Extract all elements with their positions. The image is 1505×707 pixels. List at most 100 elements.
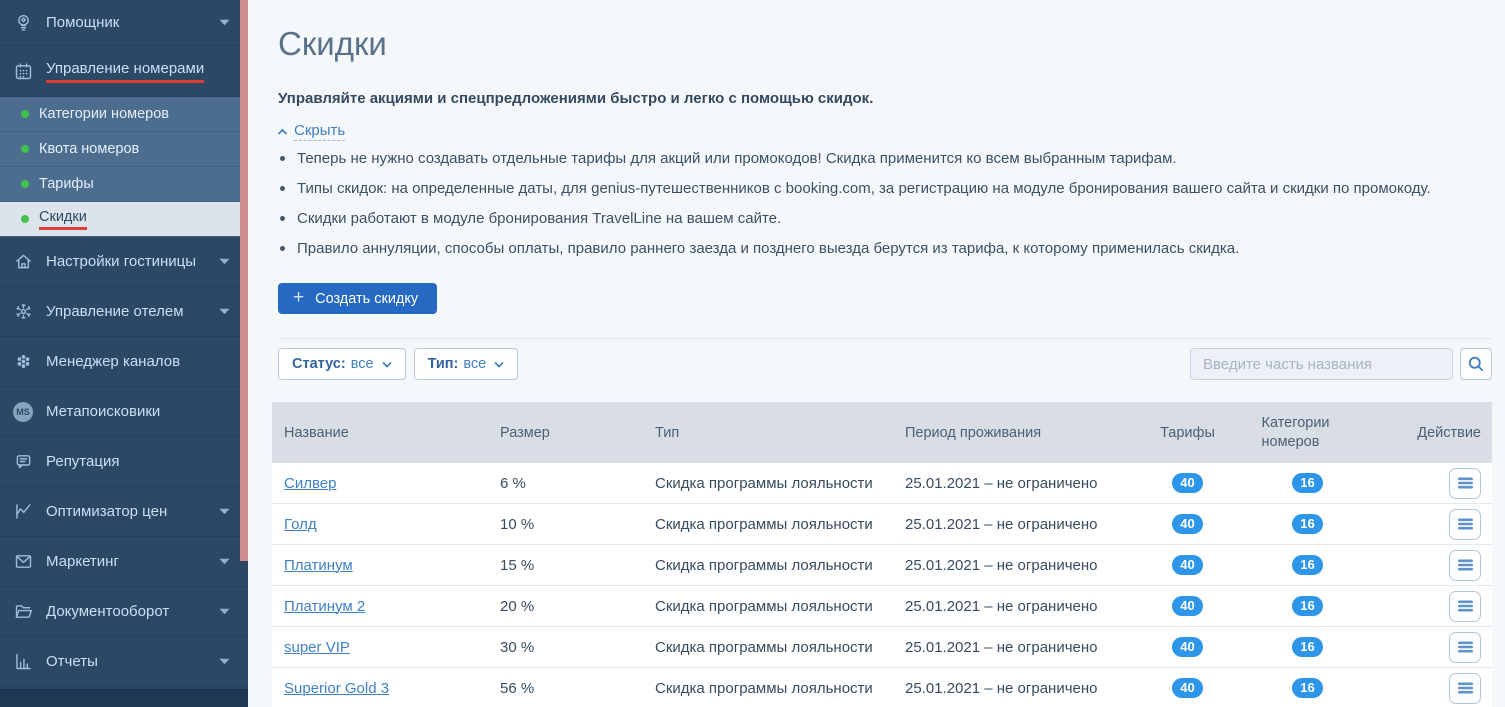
actions-cell [1380,467,1492,499]
tariffs-cell: 40 [1140,555,1235,575]
discount-name-link[interactable]: Superior Gold 3 [284,679,390,697]
sidebar-item-reputation[interactable]: Репутация [0,437,248,487]
discount-name-link[interactable]: Силвер [284,474,337,492]
row-actions-button[interactable] [1449,672,1481,704]
categories-count-badge: 16 [1292,555,1323,575]
sidebar-item-label: Маркетинг [46,553,119,570]
sidebar-subitem-тарифы[interactable]: Тарифы [0,167,248,202]
table-row: Платинум 15 % Скидка программы лояльности 2… [272,545,1492,586]
categories-cell: 16 [1235,514,1380,534]
sidebar-subitem-label: Квота номеров [39,141,140,157]
type-cell: Скидка программы лояльности [655,638,873,656]
actions-cell [1380,672,1492,704]
lightbulb-icon [13,12,40,34]
actions-cell [1380,590,1492,622]
table-row: super VIP 30 % Скидка программы лояльности… [272,627,1492,668]
intro-text: Управляйте акциями и спецпредложениями б… [278,90,874,107]
chart-line-icon [13,501,40,523]
sidebar-item-assistant[interactable]: Помощник [0,0,248,46]
create-discount-button[interactable]: + Создать скидку [278,283,438,314]
type-cell: Скидка программы лояльности [655,556,873,574]
chevron-down-icon [219,508,236,515]
sidebar-item-room-management[interactable]: Управление номерами [0,46,248,97]
status-dot [21,110,29,118]
sidebar-item-marketing[interactable]: Маркетинг [0,537,248,587]
discount-name-link[interactable]: Платинум [284,556,353,574]
period-cell: 25.01.2021 – не ограничено [905,515,1098,533]
column-header: Действие [1417,424,1481,441]
hide-link[interactable]: Скрыть [277,122,346,141]
column-header: Тарифы [1160,424,1215,441]
status-filter-dropdown[interactable]: Статус: все [278,348,406,380]
tariffs-cell: 40 [1140,637,1235,657]
chevron-down-icon [219,308,236,315]
name-cell: Голд [272,516,484,533]
page-title: Скидки [278,25,387,62]
sidebar-subitem-категории-номеров[interactable]: Категории номеров [0,97,248,132]
period-cell: 25.01.2021 – не ограничено [905,597,1098,615]
tariffs-count-badge: 40 [1172,596,1203,616]
house-icon [13,251,40,273]
tariffs-cell: 40 [1140,678,1235,698]
type-cell: Скидка программы лояльности [655,679,873,697]
info-bullet: Типы скидок: на определенные даты, для g… [278,180,1505,197]
row-actions-button[interactable] [1449,467,1481,499]
sidebar-item-price-optimizer[interactable]: Оптимизатор цен [0,487,248,537]
row-actions-button[interactable] [1449,508,1481,540]
info-bullet: Правило аннуляции, способы оплаты, прави… [278,240,1505,257]
sidebar-item-channel-manager[interactable]: Менеджер каналов [0,337,248,387]
discount-name-link[interactable]: Платинум 2 [284,597,366,615]
divider [278,338,1492,339]
sidebar-scrollbar-thumb[interactable] [240,0,248,561]
chat-icon [13,451,40,473]
cog-icon [13,301,40,323]
chevron-down-icon [219,558,236,565]
table-row: Силвер 6 % Скидка программы лояльности 25.0… [272,463,1492,504]
size-cell: 56 % [500,679,535,697]
sidebar-subitem-скидки[interactable]: Скидки [0,202,248,237]
size-cell: 15 % [500,556,535,574]
hide-link-label: Скрыть [294,122,346,141]
categories-cell: 16 [1235,596,1380,616]
search-group [1190,348,1492,380]
period-cell: 25.01.2021 – не ограничено [905,474,1098,492]
sidebar-item-hotel-management[interactable]: Управление отелем [0,287,248,337]
sidebar-subitem-label: Категории номеров [39,106,169,122]
search-input[interactable] [1190,348,1453,380]
tariffs-count-badge: 40 [1172,555,1203,575]
row-actions-button[interactable] [1449,590,1481,622]
sidebar-item-label: Управление отелем [46,303,184,320]
tariffs-count-badge: 40 [1172,678,1203,698]
row-actions-button[interactable] [1449,549,1481,581]
column-header: Категории номеров [1261,414,1330,450]
table-row: Платинум 2 20 % Скидка программы лояльност… [272,586,1492,627]
filter-row: Статус: все Тип: все [278,348,1492,380]
discount-name-link[interactable]: Голд [284,515,317,533]
categories-count-badge: 16 [1292,678,1323,698]
sidebar-subitem-квота-номеров[interactable]: Квота номеров [0,132,248,167]
period-cell: 25.01.2021 – не ограничено [905,638,1098,656]
sidebar-item-metasearch[interactable]: MS Метапоисковики [0,387,248,437]
tariffs-cell: 40 [1140,514,1235,534]
envelope-icon [13,551,40,573]
discount-name-link[interactable]: super VIP [284,638,350,656]
sidebar-item-hotel-settings[interactable]: Настройки гостиницы [0,237,248,287]
chevron-down-icon [219,658,236,665]
categories-cell: 16 [1235,473,1380,493]
type-filter-dropdown[interactable]: Тип: все [413,348,519,380]
create-discount-label: Создать скидку [315,290,419,307]
categories-cell: 16 [1235,555,1380,575]
categories-cell: 16 [1235,678,1380,698]
channels-icon [13,351,40,373]
search-icon [1468,356,1484,372]
folder-icon [13,601,40,623]
chevron-down-icon [219,258,236,265]
row-actions-button[interactable] [1449,631,1481,663]
sidebar-item-reports[interactable]: Отчеты [0,637,248,687]
calendar-icon [13,60,40,82]
sidebar-subitem-label: Скидки [39,209,87,230]
search-button[interactable] [1460,348,1492,380]
sidebar-item-documents[interactable]: Документооборот [0,587,248,637]
categories-count-badge: 16 [1292,473,1323,493]
actions-cell [1380,508,1492,540]
